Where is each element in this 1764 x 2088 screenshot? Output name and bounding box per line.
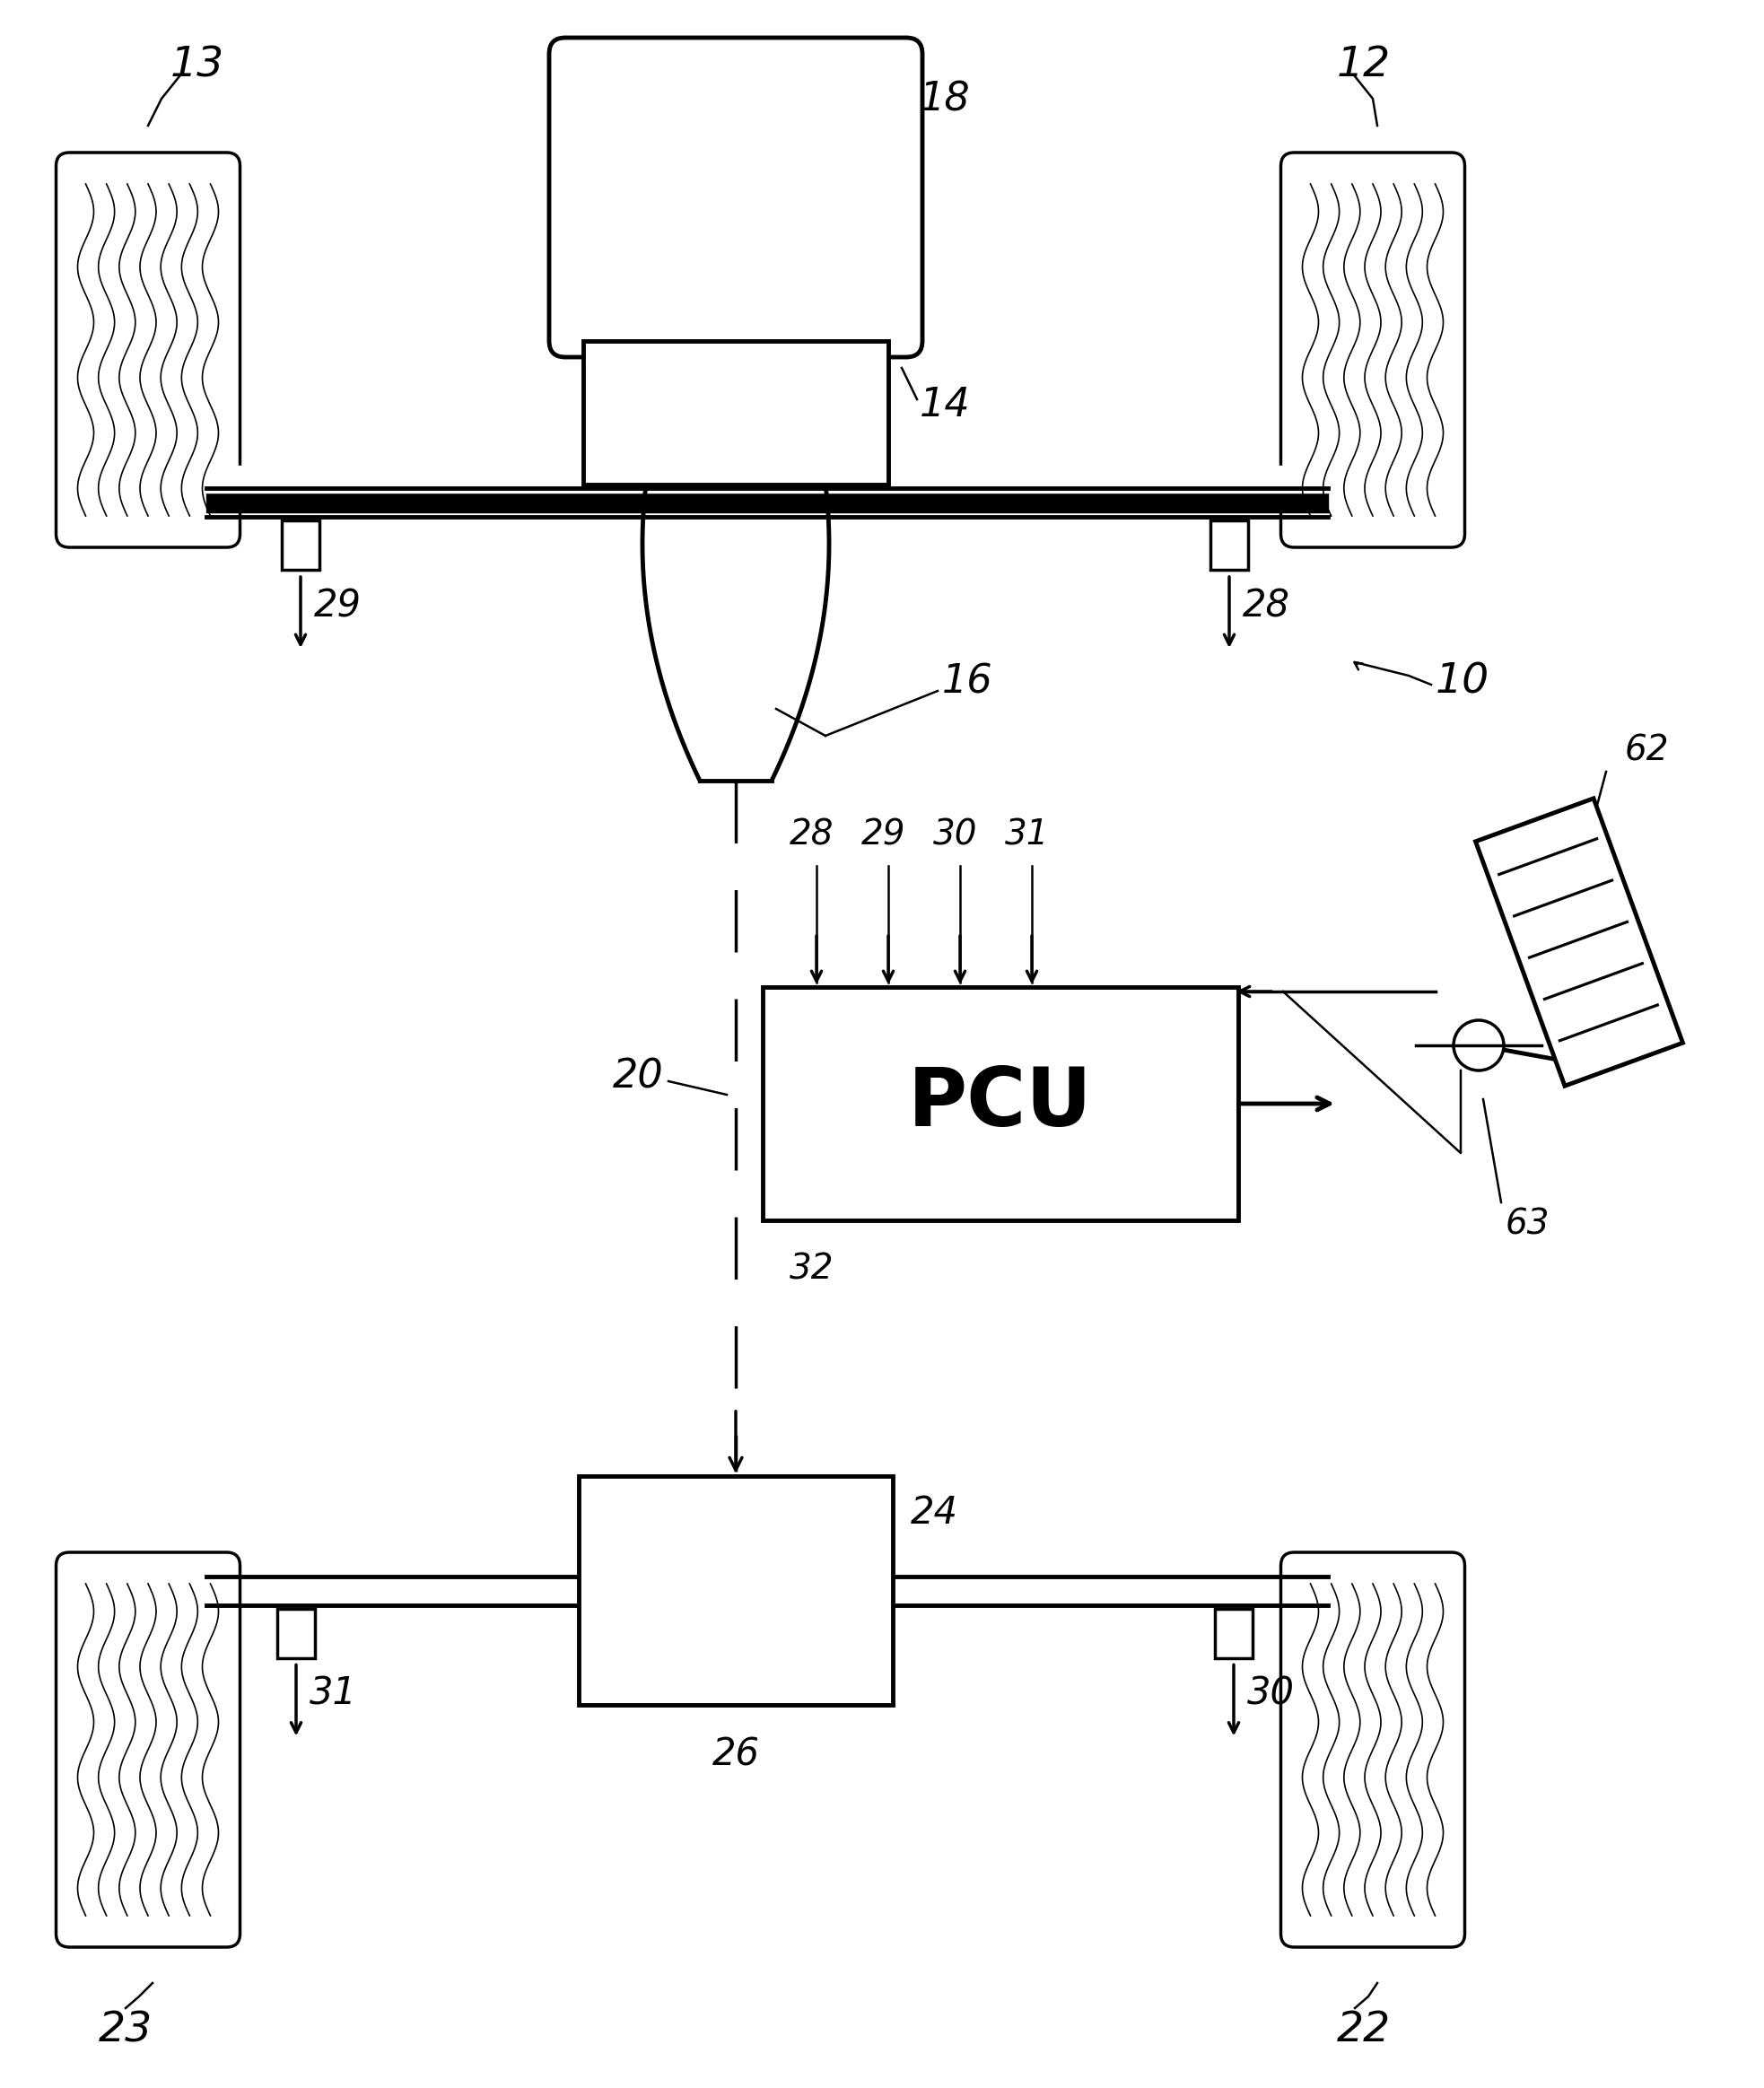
Text: 18: 18	[919, 81, 970, 119]
Text: 13: 13	[171, 44, 224, 86]
Text: 63: 63	[1506, 1207, 1551, 1240]
Bar	[282, 520, 319, 570]
Bar	[762, 988, 1238, 1219]
Text: 29: 29	[861, 818, 907, 852]
FancyBboxPatch shape	[56, 1551, 240, 1948]
Text: 16: 16	[942, 662, 993, 702]
Text: 20: 20	[614, 1057, 663, 1096]
FancyBboxPatch shape	[549, 38, 923, 357]
Text: 24: 24	[910, 1495, 958, 1533]
Text: 23: 23	[99, 2011, 153, 2050]
Bar	[1215, 1608, 1252, 1658]
Text: 28: 28	[790, 818, 834, 852]
Text: 29: 29	[314, 587, 362, 624]
FancyBboxPatch shape	[1281, 152, 1464, 547]
Bar	[277, 1608, 316, 1658]
Text: 31: 31	[309, 1675, 356, 1712]
Text: 31: 31	[1005, 818, 1050, 852]
Text: 32: 32	[790, 1251, 834, 1286]
Text: 22: 22	[1337, 2011, 1392, 2050]
FancyBboxPatch shape	[1281, 1551, 1464, 1948]
Text: 14: 14	[919, 386, 970, 424]
Text: 10: 10	[1436, 662, 1489, 702]
Text: 30: 30	[1247, 1675, 1295, 1712]
Polygon shape	[1475, 798, 1683, 1086]
Bar	[579, 1476, 893, 1706]
FancyBboxPatch shape	[56, 152, 240, 547]
Text: 30: 30	[933, 818, 977, 852]
Text: 28: 28	[1242, 587, 1289, 624]
Text: 26: 26	[713, 1737, 760, 1775]
Bar	[1210, 520, 1249, 570]
Text: PCU: PCU	[908, 1065, 1092, 1142]
Text: 62: 62	[1625, 733, 1669, 766]
Circle shape	[1454, 1021, 1503, 1071]
Text: 12: 12	[1337, 44, 1392, 86]
Bar	[584, 340, 889, 484]
